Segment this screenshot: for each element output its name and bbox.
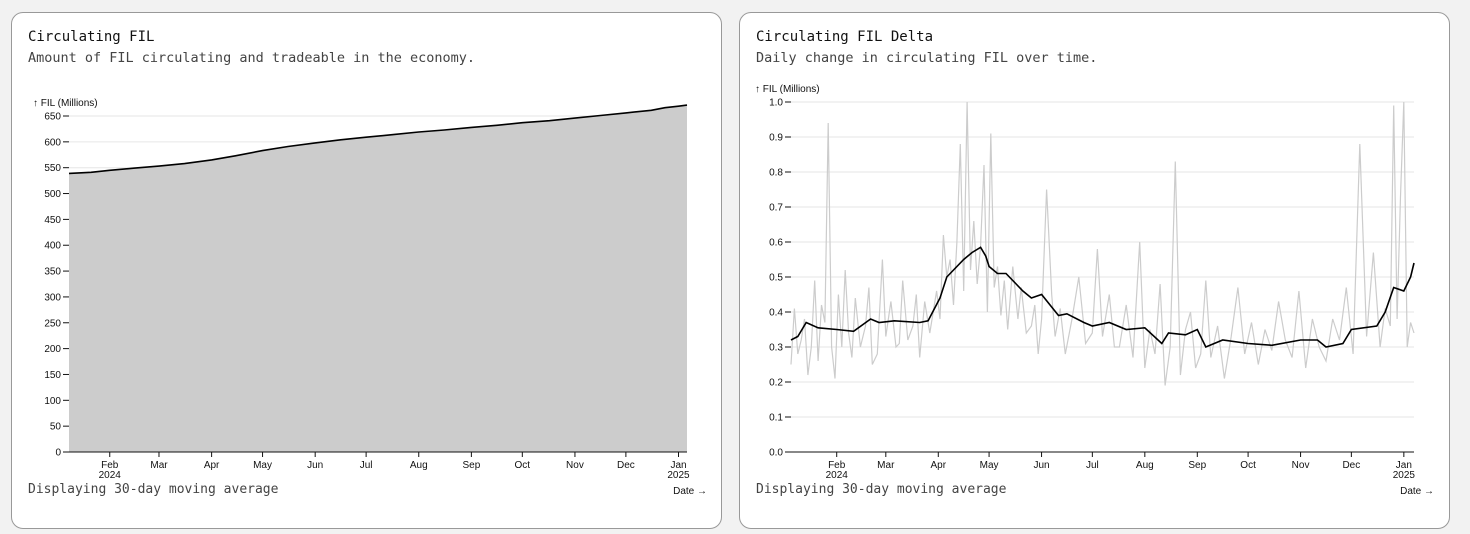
- series-line-daily-delta: [790, 101, 1415, 386]
- y-tick-label: 500: [44, 189, 61, 200]
- y-tick-label: 200: [44, 344, 61, 355]
- y-tick-label: 50: [50, 422, 62, 433]
- y-tick-label: 600: [44, 137, 61, 148]
- y-tick-label: 0.0: [769, 448, 783, 459]
- y-tick-label: 0.3: [769, 343, 783, 354]
- x-tick-label: Aug: [1136, 460, 1154, 471]
- y-tick-label: 0.1: [769, 413, 783, 424]
- circulating-fil-delta-card: Circulating FIL Delta Daily change in ci…: [739, 12, 1450, 529]
- x-tick-label: Feb: [828, 460, 846, 471]
- x-tick-label: Jun: [307, 460, 323, 471]
- y-axis-label: ↑ FIL (Millions): [755, 84, 820, 95]
- x-tick-sublabel: 2024: [99, 470, 122, 481]
- y-tick-label: 350: [44, 267, 61, 278]
- card-title: Circulating FIL Delta: [756, 29, 934, 45]
- x-tick-label: Nov: [566, 460, 584, 471]
- x-tick-label: Jan: [670, 460, 686, 471]
- y-tick-label: 0.9: [769, 133, 783, 144]
- y-tick-label: 1.0: [769, 98, 783, 109]
- x-axis-label: Date →: [673, 486, 707, 497]
- x-tick-sublabel: 2025: [667, 470, 690, 481]
- y-tick-label: 450: [44, 215, 61, 226]
- x-tick-label: Oct: [1240, 460, 1256, 471]
- y-tick-label: 0.2: [769, 378, 783, 389]
- card-footer: Displaying 30-day moving average: [756, 482, 1007, 497]
- x-tick-label: Oct: [515, 460, 531, 471]
- card-subtitle: Daily change in circulating FIL over tim…: [756, 50, 1098, 66]
- y-tick-label: 0.7: [769, 203, 783, 214]
- y-tick-label: 150: [44, 370, 61, 381]
- y-tick-label: 400: [44, 241, 61, 252]
- series-line-circulating-fil: [68, 104, 688, 175]
- x-tick-label: Mar: [150, 460, 168, 471]
- area-fill: [69, 105, 687, 452]
- x-tick-sublabel: 2025: [1393, 470, 1416, 481]
- x-tick-label: Jun: [1033, 460, 1049, 471]
- x-axis-label: Date →: [1400, 486, 1434, 497]
- y-tick-label: 100: [44, 396, 61, 407]
- x-tick-sublabel: 2024: [826, 470, 849, 481]
- x-tick-label: Jul: [1086, 460, 1099, 471]
- y-tick-label: 650: [44, 112, 61, 123]
- x-tick-label: Sep: [462, 460, 480, 471]
- x-tick-label: Jul: [360, 460, 373, 471]
- y-tick-label: 550: [44, 163, 61, 174]
- x-tick-label: May: [980, 460, 999, 471]
- y-tick-label: 300: [44, 292, 61, 303]
- circulating-fil-delta-chart: ↑ FIL (Millions) 0.0 0.1 0.2 0.3 0.4 0.5 0.6 0.7…: [755, 84, 1434, 497]
- x-tick-label: Nov: [1292, 460, 1310, 471]
- x-tick-label: May: [253, 460, 272, 471]
- y-axis-label: ↑ FIL (Millions): [33, 98, 98, 109]
- card-title: Circulating FIL: [28, 29, 155, 45]
- y-tick-label: 0.8: [769, 168, 783, 179]
- y-tick-label: 250: [44, 318, 61, 329]
- series-line-30-day-moving-average: [790, 246, 1415, 349]
- x-tick-label: Dec: [617, 460, 635, 471]
- y-tick-label: 0.5: [769, 273, 783, 284]
- x-tick-label: Sep: [1188, 460, 1206, 471]
- y-tick-label: 0.4: [769, 308, 783, 319]
- x-tick-label: Apr: [931, 460, 947, 471]
- y-tick-label: 0: [55, 448, 61, 459]
- x-tick-label: Jan: [1396, 460, 1412, 471]
- x-tick-label: Mar: [877, 460, 895, 471]
- x-tick-label: Aug: [410, 460, 428, 471]
- x-tick-label: Apr: [204, 460, 220, 471]
- circulating-fil-card: Circulating FIL Amount of FIL circulatin…: [11, 12, 722, 529]
- card-footer: Displaying 30-day moving average: [28, 482, 279, 497]
- x-tick-label: Feb: [101, 460, 119, 471]
- y-tick-label: 0.6: [769, 238, 783, 249]
- x-tick-label: Dec: [1342, 460, 1360, 471]
- circulating-fil-chart: ↑ FIL (Millions) 0 50 100 150 200 250 300 350 400…: [33, 98, 707, 497]
- card-subtitle: Amount of FIL circulating and tradeable …: [28, 50, 476, 66]
